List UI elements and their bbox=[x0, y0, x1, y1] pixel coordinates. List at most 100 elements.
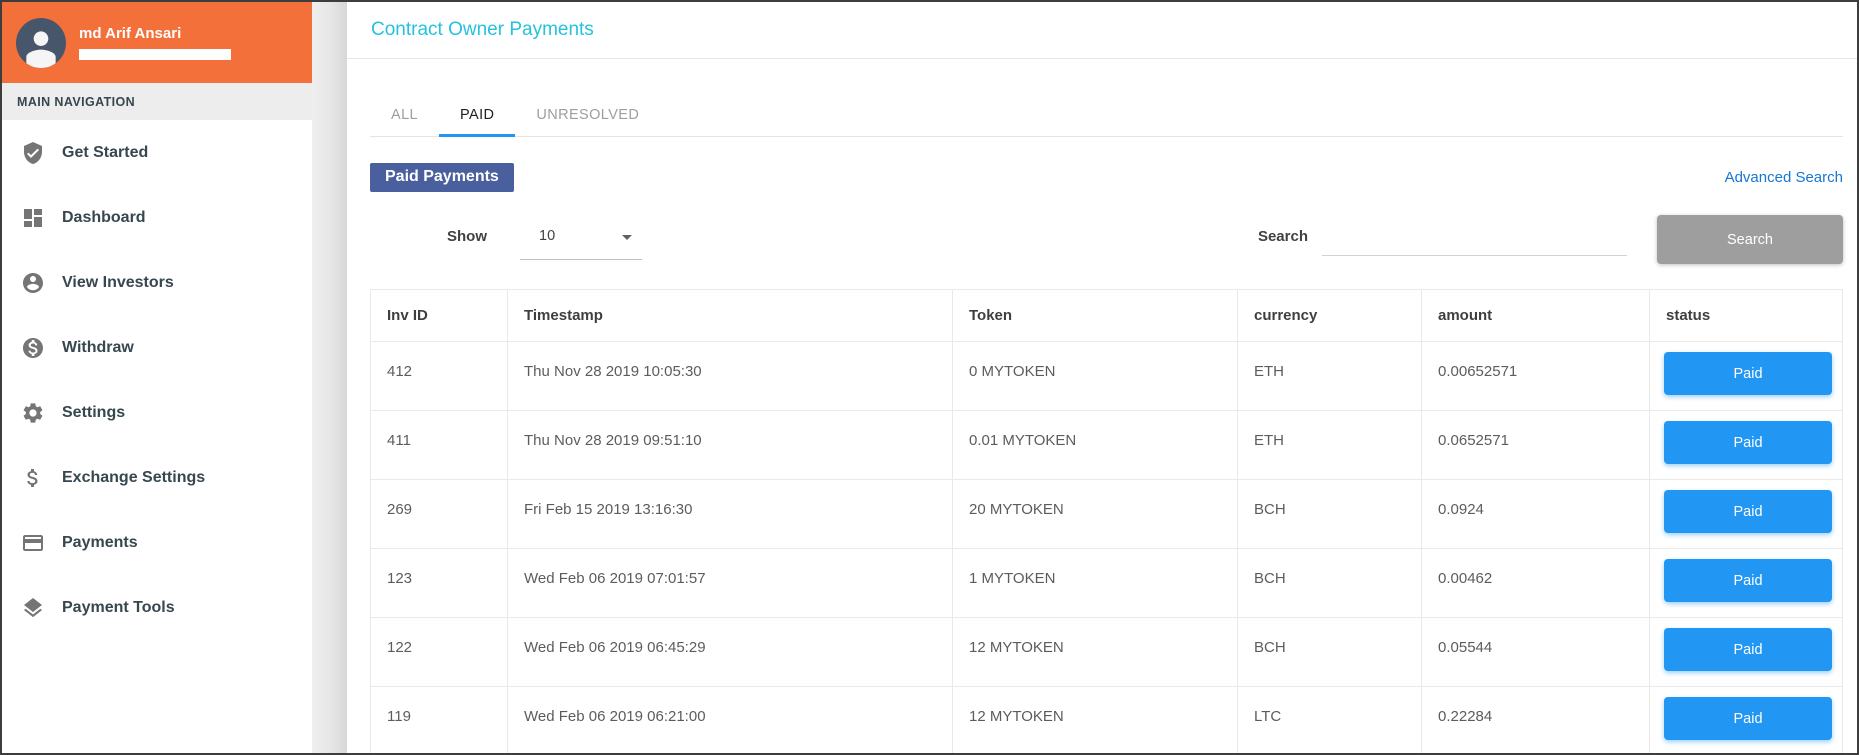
cell-inv-id: 123 bbox=[370, 548, 508, 618]
sidebar-item-view-investors[interactable]: View Investors bbox=[2, 250, 312, 315]
cell-amount: 0.0924 bbox=[1421, 479, 1650, 549]
cell-status: Paid bbox=[1649, 410, 1843, 480]
cell-currency: BCH bbox=[1237, 617, 1422, 687]
person-silhouette-icon bbox=[26, 30, 56, 68]
sidebar-item-label: Exchange Settings bbox=[62, 468, 206, 486]
cell-currency: BCH bbox=[1237, 479, 1422, 549]
cell-currency: BCH bbox=[1237, 548, 1422, 618]
paid-button[interactable]: Paid bbox=[1664, 559, 1832, 602]
table-row: 123 Wed Feb 06 2019 07:01:57 1 MYTOKEN B… bbox=[370, 548, 1843, 618]
sidebar-item-label: Payment Tools bbox=[62, 598, 175, 616]
paid-button[interactable]: Paid bbox=[1664, 697, 1832, 740]
sidebar-item-exchange-settings[interactable]: Exchange Settings bbox=[2, 445, 312, 510]
cell-currency: LTC bbox=[1237, 686, 1422, 753]
column-header-inv-id: Inv ID bbox=[370, 289, 508, 342]
cell-token: 0 MYTOKEN bbox=[952, 341, 1238, 411]
gear-icon bbox=[21, 401, 45, 425]
paid-button[interactable]: Paid bbox=[1664, 352, 1832, 395]
sidebar-item-label: Settings bbox=[62, 403, 126, 421]
cell-inv-id: 411 bbox=[370, 410, 508, 480]
user-name: md Arif Ansari bbox=[79, 25, 182, 42]
cell-token: 12 MYTOKEN bbox=[952, 686, 1238, 753]
payments-table: Inv ID Timestamp Token currency amount status… bbox=[370, 289, 1843, 753]
sidebar-item-label: Get Started bbox=[62, 143, 149, 161]
page-title: Contract Owner Payments bbox=[371, 19, 594, 40]
main-content: Contract Owner Payments ALL PAID UNRESOL… bbox=[347, 2, 1857, 753]
paid-button[interactable]: Paid bbox=[1664, 628, 1832, 671]
title-divider bbox=[347, 58, 1857, 59]
sidebar: md Arif Ansari MAIN NAVIGATION Get Start… bbox=[2, 2, 312, 753]
cell-status: Paid bbox=[1649, 341, 1843, 411]
page-size-select[interactable]: 10 bbox=[520, 215, 642, 260]
sidebar-item-payment-tools[interactable]: Payment Tools bbox=[2, 575, 312, 640]
tab-all[interactable]: ALL bbox=[391, 107, 418, 123]
cell-amount: 0.0652571 bbox=[1421, 410, 1650, 480]
table-row: 122 Wed Feb 06 2019 06:45:29 12 MYTOKEN … bbox=[370, 617, 1843, 687]
table-row: 411 Thu Nov 28 2019 09:51:10 0.01 MYTOKE… bbox=[370, 410, 1843, 480]
cell-timestamp: Wed Feb 06 2019 07:01:57 bbox=[507, 548, 953, 618]
cell-status: Paid bbox=[1649, 617, 1843, 687]
cell-inv-id: 122 bbox=[370, 617, 508, 687]
sidebar-item-settings[interactable]: Settings bbox=[2, 380, 312, 445]
cell-status: Paid bbox=[1649, 548, 1843, 618]
cell-timestamp: Thu Nov 28 2019 10:05:30 bbox=[507, 341, 953, 411]
dashboard-grid-icon bbox=[21, 206, 45, 230]
column-header-timestamp: Timestamp bbox=[507, 289, 953, 342]
cell-inv-id: 119 bbox=[370, 686, 508, 753]
main-navigation: Get Started Dashboard View Investors Wit… bbox=[2, 120, 312, 640]
payments-tabs: ALL PAID UNRESOLVED bbox=[370, 97, 1843, 137]
credit-card-icon bbox=[21, 531, 45, 555]
cell-currency: ETH bbox=[1237, 341, 1422, 411]
user-profile-panel: md Arif Ansari bbox=[2, 2, 312, 83]
cell-token: 20 MYTOKEN bbox=[952, 479, 1238, 549]
person-circle-icon bbox=[21, 271, 45, 295]
sidebar-item-payments[interactable]: Payments bbox=[2, 510, 312, 575]
cell-currency: ETH bbox=[1237, 410, 1422, 480]
search-button[interactable]: Search bbox=[1657, 215, 1843, 264]
cell-timestamp: Wed Feb 06 2019 06:45:29 bbox=[507, 617, 953, 687]
tab-unresolved[interactable]: UNRESOLVED bbox=[536, 107, 640, 123]
cell-inv-id: 412 bbox=[370, 341, 508, 411]
cell-amount: 0.00462 bbox=[1421, 548, 1650, 618]
sidebar-item-withdraw[interactable]: Withdraw bbox=[2, 315, 312, 380]
sidebar-item-label: Dashboard bbox=[62, 208, 146, 226]
dollar-circle-icon bbox=[21, 336, 45, 360]
cell-timestamp: Fri Feb 15 2019 13:16:30 bbox=[507, 479, 953, 549]
page-size-value: 10 bbox=[539, 228, 556, 244]
cell-status: Paid bbox=[1649, 686, 1843, 753]
column-header-token: Token bbox=[952, 289, 1238, 342]
column-header-amount: amount bbox=[1421, 289, 1650, 342]
cell-timestamp: Wed Feb 06 2019 06:21:00 bbox=[507, 686, 953, 753]
page-gutter bbox=[312, 2, 347, 753]
search-input[interactable] bbox=[1322, 215, 1627, 256]
cell-token: 12 MYTOKEN bbox=[952, 617, 1238, 687]
table-row: 269 Fri Feb 15 2019 13:16:30 20 MYTOKEN … bbox=[370, 479, 1843, 549]
cell-amount: 0.00652571 bbox=[1421, 341, 1650, 411]
table-row: 119 Wed Feb 06 2019 06:21:00 12 MYTOKEN … bbox=[370, 686, 1843, 753]
tab-paid[interactable]: PAID bbox=[439, 97, 516, 137]
cell-inv-id: 269 bbox=[370, 479, 508, 549]
shield-check-icon bbox=[21, 141, 45, 165]
column-header-status: status bbox=[1649, 289, 1843, 342]
advanced-search-link[interactable]: Advanced Search bbox=[1724, 169, 1843, 186]
search-label: Search bbox=[1257, 228, 1308, 245]
paid-button[interactable]: Paid bbox=[1664, 421, 1832, 464]
redacted-text-bar bbox=[79, 49, 231, 60]
paid-button[interactable]: Paid bbox=[1664, 490, 1832, 533]
sidebar-item-label: View Investors bbox=[62, 273, 174, 291]
sidebar-item-get-started[interactable]: Get Started bbox=[2, 120, 312, 185]
dollar-sign-icon bbox=[21, 466, 45, 490]
layers-icon bbox=[21, 596, 45, 620]
sidebar-item-dashboard[interactable]: Dashboard bbox=[2, 185, 312, 250]
column-header-currency: currency bbox=[1237, 289, 1422, 342]
table-row: 412 Thu Nov 28 2019 10:05:30 0 MYTOKEN E… bbox=[370, 341, 1843, 411]
cell-amount: 0.05544 bbox=[1421, 617, 1650, 687]
cell-status: Paid bbox=[1649, 479, 1843, 549]
payments-table-body: 412 Thu Nov 28 2019 10:05:30 0 MYTOKEN E… bbox=[370, 341, 1843, 753]
chevron-down-icon bbox=[622, 235, 632, 240]
show-label: Show bbox=[447, 228, 487, 245]
nav-section-label: MAIN NAVIGATION bbox=[2, 83, 312, 120]
cell-token: 0.01 MYTOKEN bbox=[952, 410, 1238, 480]
cell-token: 1 MYTOKEN bbox=[952, 548, 1238, 618]
